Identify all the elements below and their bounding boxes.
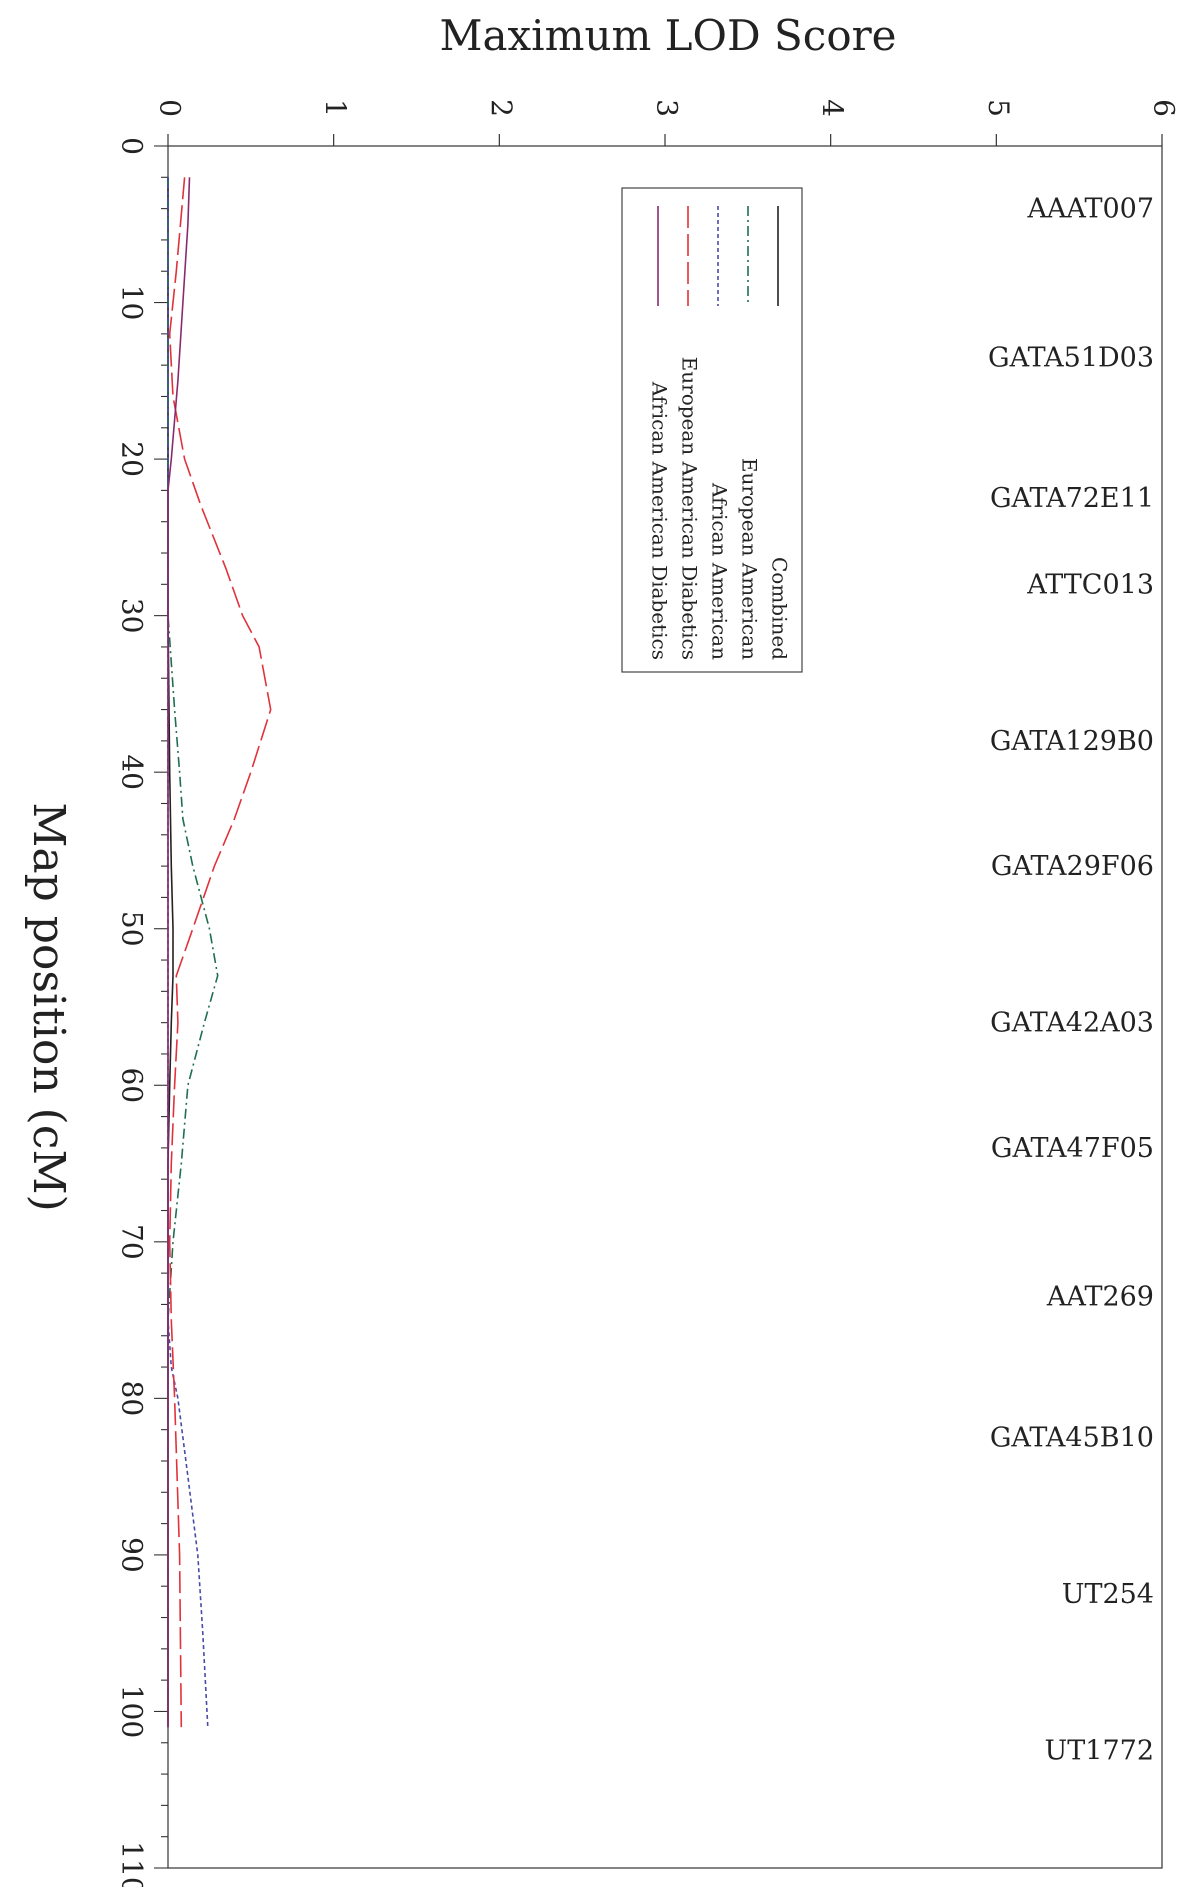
- legend-label: African American Diabetics: [648, 381, 672, 660]
- marker-label: UT254: [1062, 1579, 1154, 1610]
- marker-label: GATA129B0: [990, 726, 1154, 757]
- position-tick-label: 90: [116, 1537, 149, 1573]
- marker-label: GATA45B10: [990, 1423, 1154, 1454]
- position-tick-label: 0: [116, 137, 149, 155]
- marker-label: UT1772: [1045, 1736, 1154, 1767]
- marker-label: ATTC013: [1026, 569, 1154, 600]
- y-axis-label-group: Map position (cM): [23, 802, 74, 1211]
- score-axis-ticks: 0 1 2 3 4 5 6: [154, 99, 1181, 146]
- position-tick-label: 110: [116, 1841, 149, 1887]
- series-line-4: [167, 177, 191, 1728]
- score-tick-label: 0: [154, 99, 187, 117]
- marker-label: AAAT007: [1026, 194, 1154, 225]
- marker-label: GATA42A03: [990, 1008, 1154, 1039]
- legend-box: [621, 187, 803, 673]
- score-tick-label: 5: [982, 99, 1015, 117]
- chart-title: Maximum LOD Score: [439, 11, 896, 60]
- score-tick-label: 3: [651, 99, 684, 117]
- marker-label: GATA47F05: [991, 1133, 1154, 1164]
- position-tick-label: 30: [116, 598, 149, 634]
- position-tick-label: 60: [116, 1067, 149, 1103]
- marker-label: GATA51D03: [988, 342, 1154, 373]
- position-tick-label: 100: [116, 1685, 149, 1738]
- legend-label: African American: [708, 482, 732, 660]
- legend-label: European American Diabetics: [678, 357, 702, 660]
- series-line-2: [167, 177, 209, 1728]
- score-tick-label: 4: [816, 99, 849, 117]
- position-tick-label: 80: [116, 1381, 149, 1417]
- position-tick-label: 50: [116, 911, 149, 947]
- score-tick-label: 6: [1148, 99, 1181, 117]
- position-tick-label: 40: [116, 754, 149, 790]
- position-tick-label: 70: [116, 1224, 149, 1260]
- position-tick-label: 10: [116, 285, 149, 321]
- marker-label: GATA72E11: [990, 483, 1154, 514]
- position-axis-ticks: 0 10 20 30 40 50 60 70 80 90 100 110: [116, 137, 168, 1887]
- series-lines: [167, 177, 272, 1728]
- score-tick-label: 1: [319, 99, 352, 117]
- position-tick-label: 20: [116, 441, 149, 477]
- marker-labels: AAAT007 GATA51D03 GATA72E11 ATTC013 GATA129B…: [988, 194, 1154, 1767]
- legend-label: Combined: [768, 557, 792, 660]
- marker-label: GATA29F06: [991, 851, 1154, 882]
- legend-label: European American: [738, 458, 762, 660]
- series-line-3: [168, 177, 272, 1728]
- marker-label: AAT269: [1046, 1282, 1154, 1313]
- score-tick-label: 2: [485, 99, 518, 117]
- x-axis-label: Map position (cM): [23, 802, 74, 1211]
